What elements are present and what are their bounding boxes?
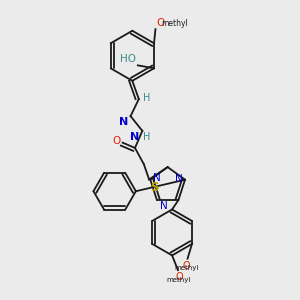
Text: N: N — [119, 117, 128, 127]
Text: S: S — [151, 181, 159, 194]
Text: methyl: methyl — [175, 265, 199, 271]
Text: N: N — [130, 132, 140, 142]
Text: N: N — [175, 174, 183, 184]
Text: methyl: methyl — [161, 19, 188, 28]
Text: N: N — [160, 201, 168, 211]
Text: methyl: methyl — [167, 277, 191, 283]
Text: N: N — [153, 173, 161, 183]
Text: HO: HO — [120, 55, 136, 64]
Text: O: O — [175, 272, 183, 283]
Text: O: O — [112, 136, 120, 146]
Text: O: O — [156, 18, 164, 28]
Text: O: O — [183, 261, 190, 271]
Text: H: H — [143, 93, 151, 103]
Text: H: H — [143, 132, 151, 142]
